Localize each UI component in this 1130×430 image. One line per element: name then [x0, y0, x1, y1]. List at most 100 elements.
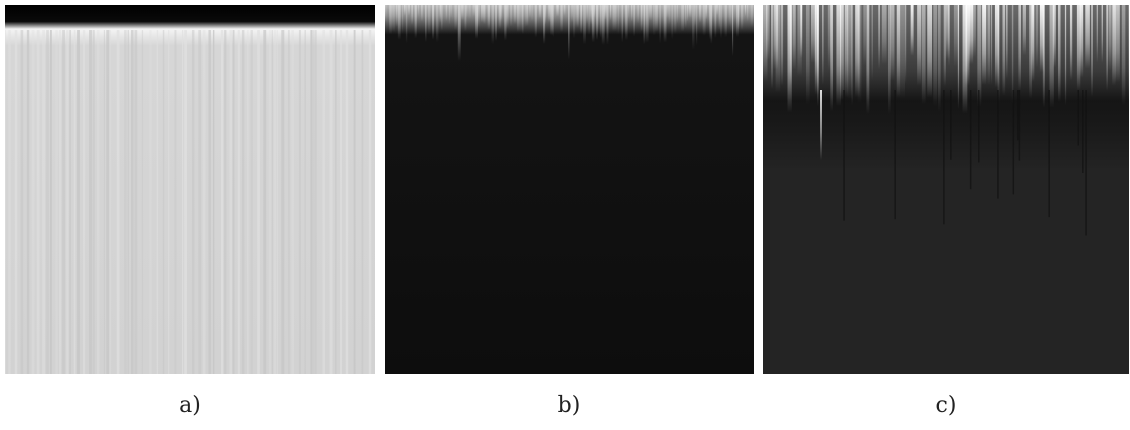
streak — [62, 30, 65, 374]
streak — [890, 5, 895, 81]
streak — [820, 90, 822, 160]
streak — [220, 30, 224, 374]
streak — [1016, 90, 1019, 141]
streak — [593, 5, 595, 18]
streak — [775, 5, 781, 93]
streak — [454, 5, 457, 31]
streak — [977, 5, 982, 107]
streak — [894, 90, 896, 220]
streak — [720, 5, 722, 39]
streak — [389, 5, 392, 35]
streak — [134, 30, 138, 374]
streak — [69, 30, 71, 374]
streak — [997, 5, 1000, 104]
streak — [972, 5, 976, 58]
streak — [481, 5, 484, 23]
streak — [805, 5, 810, 106]
streak — [55, 30, 58, 374]
streak — [927, 5, 933, 98]
streak — [361, 30, 364, 374]
streak — [1082, 90, 1084, 174]
streak — [817, 5, 819, 107]
streak — [208, 30, 211, 374]
streak — [866, 5, 870, 115]
streak — [156, 30, 159, 374]
streak — [491, 5, 495, 45]
streak — [273, 30, 276, 374]
streak — [82, 30, 86, 374]
streak — [1096, 5, 1098, 63]
streak — [965, 5, 970, 86]
streak — [184, 30, 187, 374]
streak — [745, 5, 747, 17]
streak — [695, 5, 698, 46]
streak — [1052, 5, 1056, 68]
streak — [982, 5, 987, 85]
streak — [73, 30, 76, 374]
streak — [224, 30, 227, 374]
streak — [686, 5, 689, 22]
streak — [571, 5, 573, 23]
streak — [103, 30, 106, 374]
streak — [652, 5, 656, 36]
streak — [1049, 5, 1054, 108]
streak — [957, 5, 960, 109]
streak — [945, 5, 950, 60]
streak — [500, 5, 502, 21]
streak — [595, 5, 598, 41]
streak — [591, 5, 595, 43]
streak — [792, 5, 796, 70]
streak — [1022, 5, 1026, 56]
streak — [666, 5, 669, 18]
streak — [1006, 5, 1008, 80]
streak — [314, 30, 317, 374]
streak — [401, 5, 404, 34]
streak — [684, 5, 687, 29]
streak — [464, 5, 467, 32]
streak — [991, 5, 993, 85]
streak — [1064, 5, 1067, 106]
streak — [1085, 90, 1087, 236]
streak — [1057, 5, 1061, 103]
streak — [676, 5, 678, 24]
streak — [257, 30, 260, 374]
streak — [322, 30, 325, 374]
streak — [529, 5, 531, 18]
streak — [198, 30, 202, 374]
panel-c-streaks — [763, 5, 1129, 236]
streak — [421, 5, 423, 22]
streak — [441, 5, 443, 31]
streak — [472, 5, 476, 17]
streak — [448, 5, 451, 25]
streak — [590, 5, 593, 25]
streak — [168, 30, 170, 374]
streak — [994, 5, 1000, 88]
streak — [887, 5, 891, 115]
streak — [699, 5, 702, 23]
streak — [276, 30, 278, 374]
panel-label: b) — [558, 393, 581, 418]
streak — [20, 30, 24, 374]
streak — [403, 5, 406, 16]
streak — [281, 30, 285, 374]
streak — [1002, 5, 1006, 96]
streak — [747, 5, 749, 22]
streak — [425, 5, 427, 43]
streak — [978, 90, 980, 163]
streak — [822, 5, 824, 86]
streak — [77, 30, 80, 374]
streak — [304, 30, 306, 374]
streak — [663, 5, 667, 43]
streak — [263, 30, 267, 374]
streak — [291, 30, 294, 374]
streak — [715, 5, 719, 16]
streak — [917, 5, 922, 86]
streak — [312, 30, 315, 374]
streak — [417, 5, 420, 17]
streak — [524, 5, 527, 27]
streak — [962, 5, 968, 114]
streak — [116, 30, 120, 374]
streak — [1079, 5, 1084, 78]
streak — [287, 30, 290, 374]
streak — [1048, 90, 1050, 218]
